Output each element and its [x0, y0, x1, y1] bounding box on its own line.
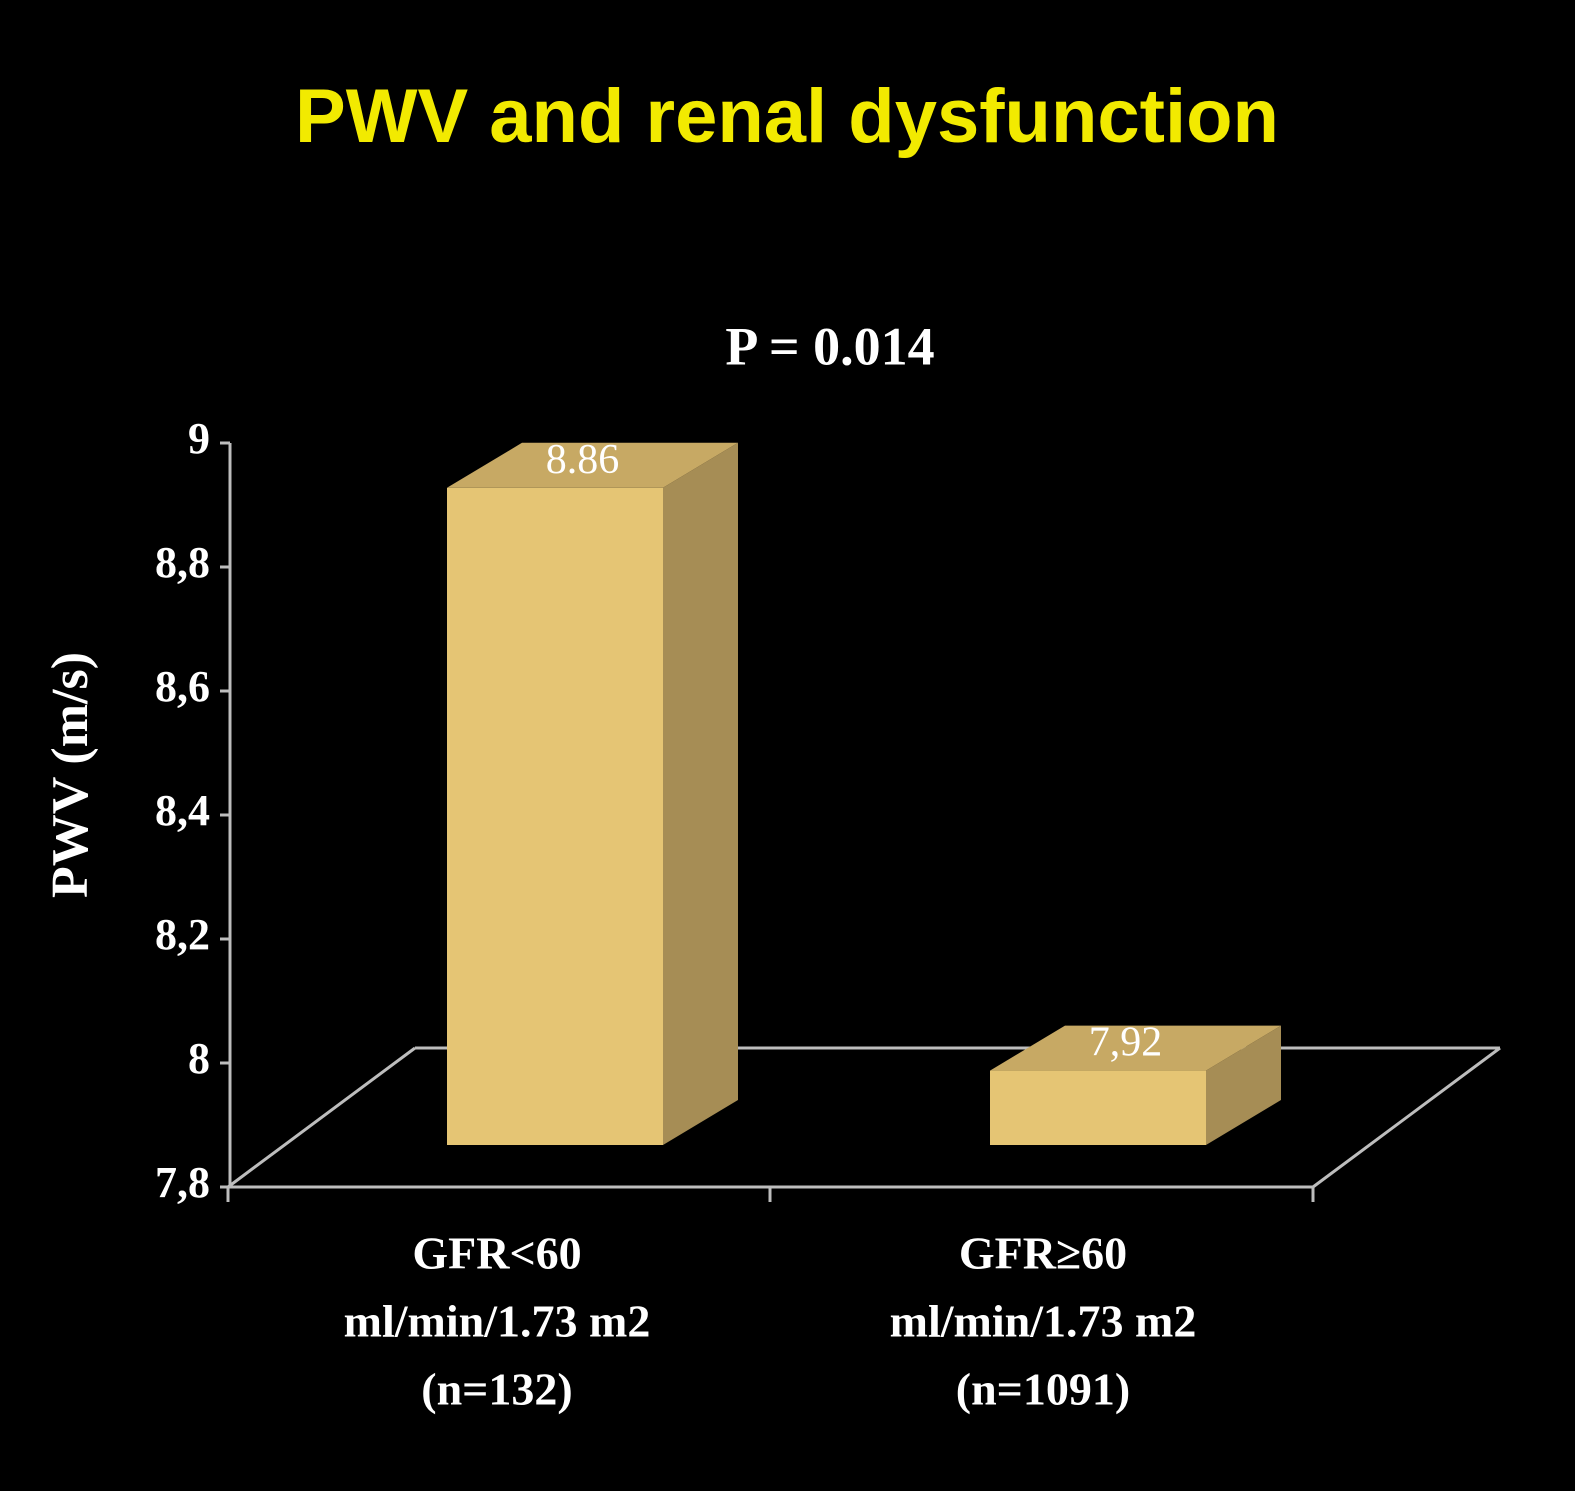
x-tick-label: (n=132) — [421, 1364, 572, 1415]
floor-edge — [1312, 1046, 1501, 1189]
x-tick-label: ml/min/1.73 m2 — [344, 1296, 651, 1347]
chart-title: PWV and renal dysfunction — [295, 74, 1279, 159]
y-tick-label: 8,4 — [155, 786, 210, 835]
bar — [447, 487, 663, 1145]
annotation: P = 0.014 — [725, 316, 934, 376]
y-tick-label: 8,2 — [155, 910, 210, 959]
y-axis-label: PWV (m/s) — [42, 652, 99, 898]
bar-top — [447, 442, 738, 488]
x-tick-label: GFR<60 — [412, 1228, 581, 1279]
floor-edge — [227, 1046, 416, 1189]
x-tick-label: GFR≥60 — [959, 1228, 1127, 1279]
bar-top — [990, 1025, 1281, 1071]
bar — [990, 1070, 1206, 1145]
x-tick-label: ml/min/1.73 m2 — [890, 1296, 1197, 1347]
x-tick-label: (n=1091) — [956, 1364, 1130, 1415]
bar-side — [663, 442, 738, 1145]
y-tick-label: 8,8 — [155, 538, 210, 587]
value-label: 7,92 — [1089, 1020, 1163, 1066]
y-tick-label: 7,8 — [155, 1158, 210, 1207]
value-label: 8.86 — [546, 437, 620, 483]
y-tick-label: 9 — [188, 414, 210, 463]
y-tick-label: 8 — [188, 1034, 210, 1083]
y-tick-label: 8,6 — [155, 662, 210, 711]
bar-side — [1206, 1025, 1281, 1145]
